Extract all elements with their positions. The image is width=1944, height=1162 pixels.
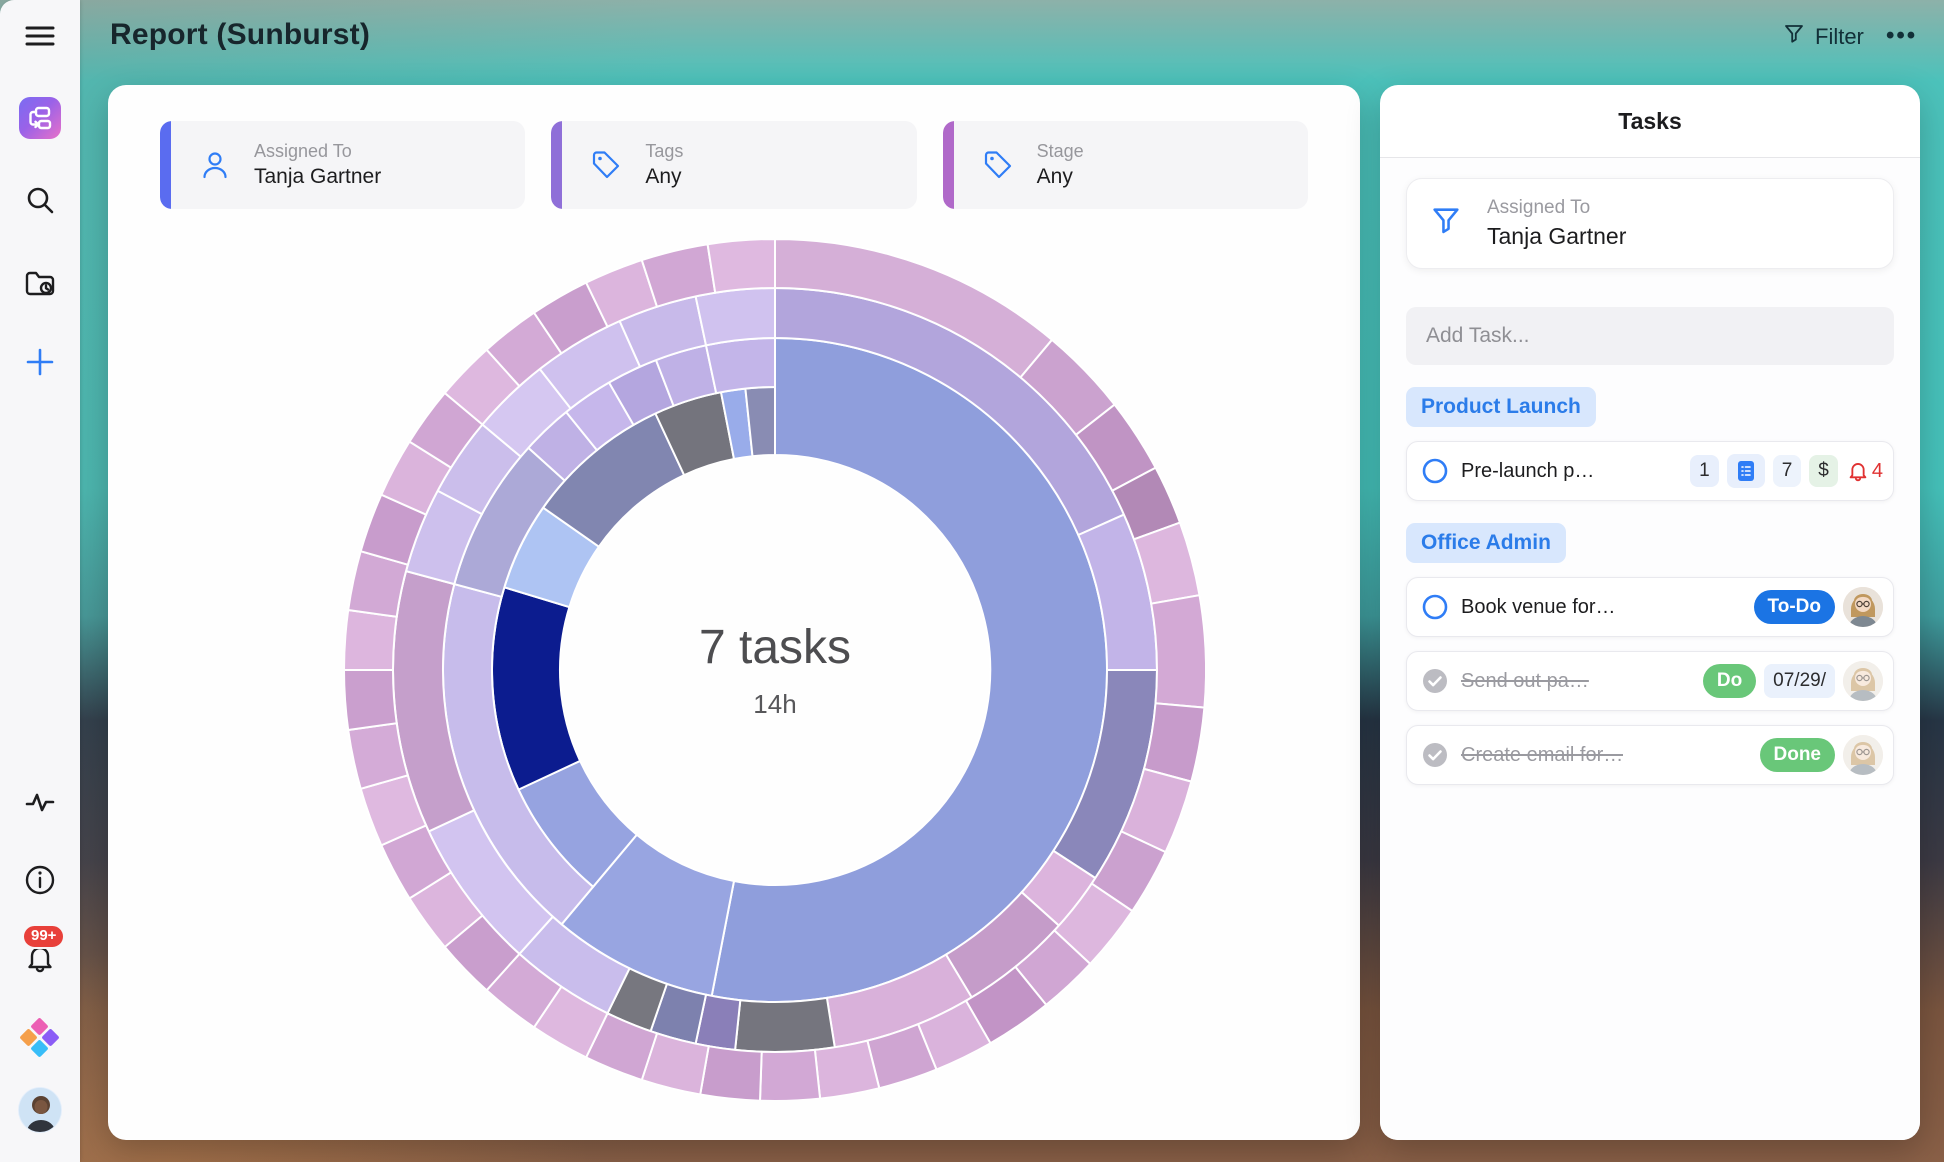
task-groups: Product Launch Pre-launch p… 1 7 $4 Office Ad… xyxy=(1406,365,1894,785)
sunburst-segment[interactable] xyxy=(694,286,776,347)
notifications-bell-icon[interactable]: 99+ xyxy=(18,924,66,980)
status-pill[interactable]: Done xyxy=(1759,738,1835,772)
add-plus-icon[interactable] xyxy=(18,340,62,384)
filter-card-label: Assigned To xyxy=(1487,197,1591,218)
count-badge[interactable]: $ xyxy=(1809,455,1838,487)
recent-folder-icon[interactable] xyxy=(18,262,62,306)
task-row[interactable]: Book venue for… To-Do xyxy=(1406,577,1894,637)
tag-icon xyxy=(589,148,623,182)
sunburst-chart[interactable]: 7 tasks 14h xyxy=(342,237,1208,1102)
sunburst-segment[interactable] xyxy=(1150,594,1208,709)
tasks-panel-body: Assigned To Tanja Gartner Add Task... Pr… xyxy=(1380,158,1920,1140)
filter-chip-tags[interactable]: Tags Any xyxy=(551,121,917,209)
report-card: Assigned To Tanja Gartner Tags Any Stage Any … xyxy=(108,85,1360,1140)
task-name: Send out pa… xyxy=(1461,669,1589,692)
tasks-panel-title: Tasks xyxy=(1380,85,1920,158)
filter-chips-row: Assigned To Tanja Gartner Tags Any Stage Any xyxy=(160,121,1308,209)
status-pill[interactable]: Do xyxy=(1702,664,1757,698)
chip-accent-bar xyxy=(942,121,954,209)
task-row[interactable]: Send out pa… Do 07/29/ xyxy=(1406,651,1894,711)
task-done-checkbox[interactable] xyxy=(1421,741,1449,769)
sunburst-segment[interactable] xyxy=(758,1048,822,1102)
task-open-checkbox[interactable] xyxy=(1421,457,1449,485)
due-date-badge[interactable]: 07/29/ xyxy=(1764,664,1835,698)
task-badges: Done xyxy=(1759,735,1883,775)
reminder-count: 4 xyxy=(1871,459,1883,482)
sunburst-segment[interactable] xyxy=(813,1039,881,1100)
info-icon[interactable] xyxy=(18,858,62,902)
menu-hamburger-icon[interactable] xyxy=(18,14,62,58)
count-badge[interactable]: 7 xyxy=(1772,455,1802,487)
notification-count-badge: 99+ xyxy=(22,924,66,949)
task-badges: Do 07/29/ xyxy=(1702,661,1883,701)
funnel-icon xyxy=(1429,204,1463,243)
task-name: Pre-launch p… xyxy=(1461,459,1595,482)
task-badges: 1 7 $4 xyxy=(1690,454,1883,488)
tag-icon xyxy=(981,148,1015,182)
user-icon xyxy=(198,148,232,182)
sunburst-segment[interactable] xyxy=(342,608,398,671)
sunburst-segment[interactable] xyxy=(706,237,776,294)
count-badge[interactable]: 1 xyxy=(1690,455,1719,487)
task-row[interactable]: Create email for… Done xyxy=(1406,725,1894,785)
user-avatar[interactable] xyxy=(18,1087,62,1133)
add-task-input[interactable]: Add Task... xyxy=(1406,307,1894,365)
workflow-icon xyxy=(19,97,61,139)
chip-value: Tanja Gartner xyxy=(254,165,382,188)
activity-pulse-icon[interactable] xyxy=(18,780,62,824)
task-name: Book venue for… xyxy=(1461,595,1616,618)
sunburst-segment[interactable] xyxy=(699,1045,763,1102)
filter-card-value: Tanja Gartner xyxy=(1487,223,1627,249)
chip-value: Any xyxy=(645,165,682,188)
sidebar: 99+ xyxy=(0,0,80,1162)
chip-label: Tags xyxy=(645,141,684,161)
page-title: Report (Sunburst) xyxy=(110,18,371,51)
app-logo-icon[interactable] xyxy=(18,96,62,140)
assignee-avatar xyxy=(1843,661,1883,701)
filter-label: Filter xyxy=(1815,24,1864,49)
task-open-checkbox[interactable] xyxy=(1421,593,1449,621)
filter-chip-stage[interactable]: Stage Any xyxy=(942,121,1308,209)
task-row[interactable]: Pre-launch p… 1 7 $4 xyxy=(1406,441,1894,501)
task-done-checkbox[interactable] xyxy=(1421,667,1449,695)
sunburst-segment[interactable] xyxy=(704,336,776,395)
sunburst-segment[interactable] xyxy=(734,996,836,1053)
assignee-avatar xyxy=(1843,587,1883,627)
sunburst-segment[interactable] xyxy=(342,669,398,732)
filter-chip-assigned-to[interactable]: Assigned To Tanja Gartner xyxy=(160,121,526,209)
filter-button[interactable]: Filter xyxy=(1782,22,1864,52)
funnel-icon xyxy=(1782,22,1806,52)
group-pill-product-launch[interactable]: Product Launch xyxy=(1406,387,1596,427)
checklist-icon[interactable] xyxy=(1726,454,1765,488)
assignee-avatar xyxy=(1843,735,1883,775)
search-icon[interactable] xyxy=(18,178,62,222)
more-options-button[interactable]: ••• xyxy=(1886,22,1918,49)
reminder-bell-icon[interactable]: 4 xyxy=(1846,459,1883,483)
chip-value: Any xyxy=(1036,165,1073,188)
group-pill-office-admin[interactable]: Office Admin xyxy=(1406,523,1566,563)
sparkle-apps-icon[interactable] xyxy=(18,1016,62,1060)
task-badges: To-Do xyxy=(1753,587,1883,627)
task-name: Create email for… xyxy=(1461,743,1624,766)
chip-label: Assigned To xyxy=(254,141,352,161)
chip-accent-bar xyxy=(160,121,171,209)
status-pill[interactable]: To-Do xyxy=(1753,590,1835,624)
chip-accent-bar xyxy=(551,121,563,209)
chip-label: Stage xyxy=(1036,141,1084,161)
assigned-to-filter-card[interactable]: Assigned To Tanja Gartner xyxy=(1406,178,1894,269)
tasks-panel: Tasks Assigned To Tanja Gartner Add Task… xyxy=(1380,85,1920,1140)
